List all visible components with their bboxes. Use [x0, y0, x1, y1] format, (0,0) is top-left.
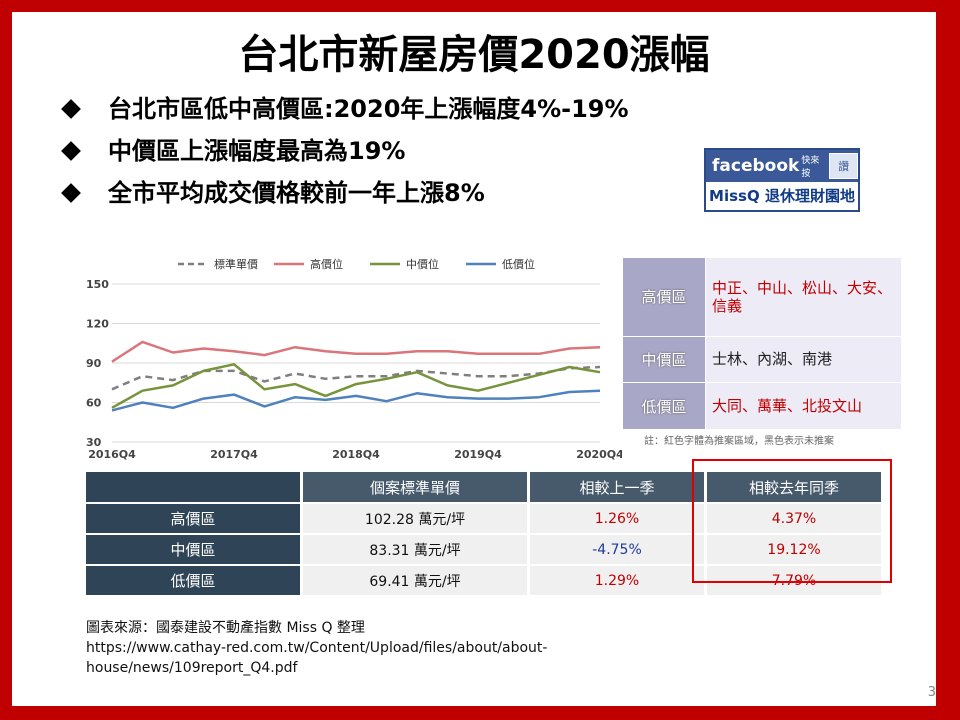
- y-tick-label: 120: [86, 318, 109, 331]
- standard-price: 102.28 萬元/坪: [303, 504, 530, 533]
- row-label: 中價區: [86, 535, 303, 564]
- region-note: 註：紅色字體為推案區域，黑色表示未推案: [644, 436, 834, 447]
- region-label: 中價區: [622, 335, 706, 384]
- facebook-badge[interactable]: facebook 快來按 讚 MissQ 退休理財園地: [704, 148, 860, 212]
- legend-label: 中價位: [406, 257, 439, 271]
- table-header: 相較上一季: [530, 472, 707, 502]
- x-tick-label: 2018Q4: [332, 448, 380, 461]
- diamond-bullet-icon: [61, 141, 81, 161]
- price-region-table: 高價區 中正、中山、松山、大安、信義 中價區 士林、內湖、南港 低價區 大同、萬…: [622, 257, 902, 430]
- series-line: [111, 340, 601, 363]
- series-line: [111, 365, 601, 391]
- slide: 台北市新屋房價2020漲幅 台北市區低中高價區:2020年上漲幅度4%-19% …: [12, 12, 936, 706]
- region-districts: 中正、中山、松山、大安、信義: [705, 257, 902, 337]
- region-row: 低價區 大同、萬華、北投文山: [622, 382, 902, 430]
- table-header-row: 個案標準單價 相較上一季 相較去年同季: [86, 472, 884, 502]
- region-districts: 士林、內湖、南港: [705, 335, 902, 384]
- x-tick-label: 2017Q4: [210, 448, 258, 461]
- source-line: 圖表來源：國泰建設不動產指數 Miss Q 整理: [86, 620, 365, 636]
- bullet-item: 台北市區低中高價區:2020年上漲幅度4%-19%: [60, 88, 629, 130]
- table-header: 相較去年同季: [707, 472, 884, 502]
- price-change-table: 個案標準單價 相較上一季 相較去年同季 高價區 102.28 萬元/坪 1.26…: [86, 470, 884, 597]
- region-row: 高價區 中正、中山、松山、大安、信義: [622, 257, 902, 337]
- source-url[interactable]: https://www.cathay-red.com.tw/Content/Up…: [86, 640, 548, 656]
- page-number: 3: [927, 685, 936, 700]
- standard-price: 69.41 萬元/坪: [303, 566, 530, 595]
- table-row: 低價區 69.41 萬元/坪 1.29% 7.79%: [86, 566, 884, 595]
- source-url[interactable]: house/news/109report_Q4.pdf: [86, 660, 298, 676]
- facebook-page-name: MissQ 退休理財園地: [709, 187, 855, 205]
- table-row: 高價區 102.28 萬元/坪 1.26% 4.37%: [86, 504, 884, 533]
- qoq-change: 1.29%: [530, 566, 707, 595]
- series-line: [111, 363, 601, 409]
- x-tick-label: 2016Q4: [88, 448, 136, 461]
- facebook-small-text: 快來按: [801, 156, 820, 179]
- legend-label: 高價位: [310, 257, 343, 271]
- yoy-highlight-box: [692, 459, 892, 583]
- legend-label: 標準單價: [214, 257, 258, 271]
- table-header: 個案標準單價: [303, 472, 530, 502]
- bullet-list: 台北市區低中高價區:2020年上漲幅度4%-19% 中價區上漲幅度最高為19% …: [60, 88, 629, 214]
- region-label: 高價區: [622, 257, 706, 337]
- source-citation: 圖表來源：國泰建設不動產指數 Miss Q 整理 https://www.cat…: [86, 618, 547, 678]
- region-districts: 大同、萬華、北投文山: [705, 382, 902, 430]
- y-tick-label: 90: [86, 357, 102, 370]
- series-line: [111, 389, 601, 412]
- row-label: 高價區: [86, 504, 303, 533]
- slide-title: 台北市新屋房價2020漲幅: [238, 32, 710, 78]
- table-header-corner: [86, 472, 303, 502]
- table-row: 中價區 83.31 萬元/坪 -4.75% 19.12%: [86, 535, 884, 564]
- line-chart: 30 60 90 120 150 2016Q4 2017Q4 2018Q4 2019Q4 2020…: [86, 257, 622, 461]
- region-label: 低價區: [622, 382, 706, 430]
- region-row: 中價區 士林、內湖、南港: [622, 335, 902, 384]
- thumbs-up-icon: 讚: [829, 153, 858, 179]
- standard-price: 83.31 萬元/坪: [303, 535, 530, 564]
- diamond-bullet-icon: [61, 183, 81, 203]
- qoq-change: -4.75%: [530, 535, 707, 564]
- yoy-change: 19.12%: [707, 535, 884, 564]
- x-tick-label: 2020Q4: [576, 448, 622, 461]
- x-tick-label: 2019Q4: [454, 448, 502, 461]
- facebook-logo: facebook: [712, 156, 800, 176]
- yoy-change: 4.37%: [707, 504, 884, 533]
- diamond-bullet-icon: [61, 99, 81, 119]
- bullet-item: 全市平均成交價格較前一年上漲8%: [60, 172, 629, 214]
- y-tick-label: 60: [86, 397, 102, 410]
- yoy-change: 7.79%: [707, 566, 884, 595]
- qoq-change: 1.26%: [530, 504, 707, 533]
- bullet-item: 中價區上漲幅度最高為19%: [60, 130, 629, 172]
- row-label: 低價區: [86, 566, 303, 595]
- legend-label: 低價位: [502, 257, 535, 271]
- y-tick-label: 150: [86, 278, 109, 291]
- y-tick-label: 30: [86, 436, 102, 449]
